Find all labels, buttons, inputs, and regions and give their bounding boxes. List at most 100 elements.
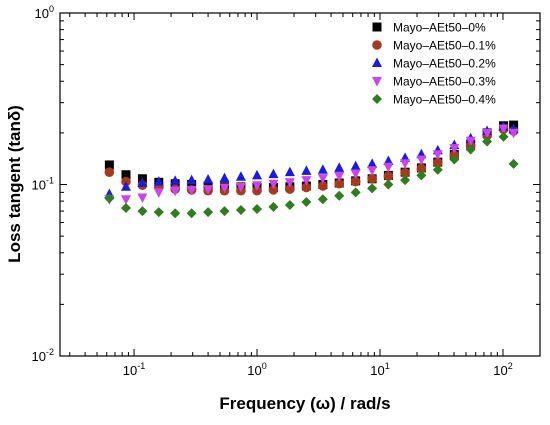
legend-item: Mayo–AEt50–0.2% — [372, 57, 496, 71]
x-tick-label: 10-1 — [123, 361, 145, 378]
data-point — [508, 128, 519, 139]
data-point — [482, 128, 493, 139]
data-point — [416, 163, 427, 174]
data-point — [235, 171, 246, 181]
data-point — [465, 136, 476, 147]
data-point — [235, 182, 246, 193]
data-point — [317, 174, 328, 184]
data-point — [252, 181, 263, 191]
data-point — [203, 207, 214, 218]
data-point — [350, 160, 361, 171]
data-point — [383, 162, 394, 173]
data-point — [334, 190, 345, 201]
data-point — [367, 173, 377, 184]
major-ticks — [60, 12, 540, 357]
data-point — [219, 172, 230, 183]
data-point — [482, 136, 493, 147]
data-point — [104, 167, 115, 177]
legend-item: Mayo–AEt50–0.4% — [372, 93, 496, 107]
data-point — [317, 164, 328, 174]
y-tick-label: 10-2 — [32, 347, 54, 364]
x-tick-labels: 10-1 100 101 102 — [123, 361, 513, 378]
data-point — [186, 185, 197, 196]
data-point — [268, 179, 279, 190]
data-point — [334, 162, 345, 172]
data-point — [317, 194, 328, 205]
legend: Mayo–AEt50–0% Mayo–AEt50–0.1% Mayo–AEt50–0… — [372, 21, 496, 107]
data-point — [285, 184, 295, 194]
data-point — [187, 180, 197, 189]
data-point — [449, 154, 460, 165]
legend-marker — [372, 57, 382, 67]
x-axis-title: Frequency (ω) / rad/s — [219, 394, 390, 413]
data-point — [432, 157, 443, 168]
data-point — [400, 168, 410, 178]
data-point — [465, 144, 476, 155]
data-point — [153, 176, 164, 186]
data-point — [268, 185, 279, 195]
data-point — [170, 186, 181, 197]
data-point — [104, 160, 114, 170]
data-point — [104, 193, 115, 204]
data-point — [301, 176, 312, 186]
data-point — [508, 158, 519, 169]
data-point — [235, 205, 246, 216]
data-point — [367, 158, 378, 168]
data-point — [301, 182, 312, 193]
legend-item: Mayo–AEt50–0.1% — [372, 39, 496, 53]
data-point — [170, 208, 181, 219]
data-point — [432, 164, 443, 175]
legend-label: Mayo–AEt50–0% — [393, 21, 486, 35]
data-point — [334, 178, 345, 189]
data-point — [170, 175, 181, 185]
x-tick-label: 100 — [247, 361, 266, 378]
data-point — [301, 165, 312, 175]
data-point — [268, 168, 279, 179]
legend-marker — [372, 40, 382, 50]
data-point — [120, 181, 131, 191]
x-tick-label: 102 — [493, 361, 512, 378]
data-point — [383, 171, 394, 181]
data-point — [284, 166, 295, 177]
data-point — [416, 155, 427, 165]
legend-label: Mayo–AEt50–0.2% — [393, 57, 496, 71]
data-point — [121, 170, 131, 180]
data-point — [137, 206, 148, 217]
data-point — [400, 159, 411, 169]
data-point — [153, 207, 164, 218]
data-point — [137, 177, 148, 188]
legend-label: Mayo–AEt50–0.4% — [393, 93, 496, 107]
data-point — [350, 187, 361, 198]
data-point — [120, 202, 131, 213]
data-point — [432, 150, 443, 160]
data-point — [449, 144, 460, 154]
data-point — [400, 175, 411, 186]
data-point — [203, 185, 214, 195]
data-point — [252, 169, 263, 180]
series-3 — [104, 124, 519, 205]
legend-item: Mayo–AEt50–0% — [372, 21, 486, 35]
legend-marker — [372, 94, 382, 104]
y-axis-title: Loss tangent (tanδ) — [5, 105, 24, 263]
data-point — [219, 206, 230, 217]
data-point — [350, 176, 361, 187]
legend-label: Mayo–AEt50–0.3% — [393, 75, 496, 89]
data-point — [498, 131, 509, 142]
data-point — [153, 188, 164, 198]
y-tick-label: 10-1 — [32, 176, 54, 193]
data-point — [284, 199, 295, 210]
legend-marker — [372, 22, 382, 32]
data-point — [284, 178, 295, 188]
data-point — [416, 170, 427, 181]
data-point — [120, 195, 131, 205]
data-point — [301, 197, 312, 208]
x-tick-label: 101 — [370, 361, 389, 378]
legend-label: Mayo–AEt50–0.1% — [393, 39, 496, 53]
data-point — [383, 179, 394, 190]
series-4 — [104, 131, 519, 219]
data-point — [367, 183, 378, 194]
data-point — [252, 203, 263, 214]
legend-item: Mayo–AEt50–0.3% — [372, 75, 496, 89]
